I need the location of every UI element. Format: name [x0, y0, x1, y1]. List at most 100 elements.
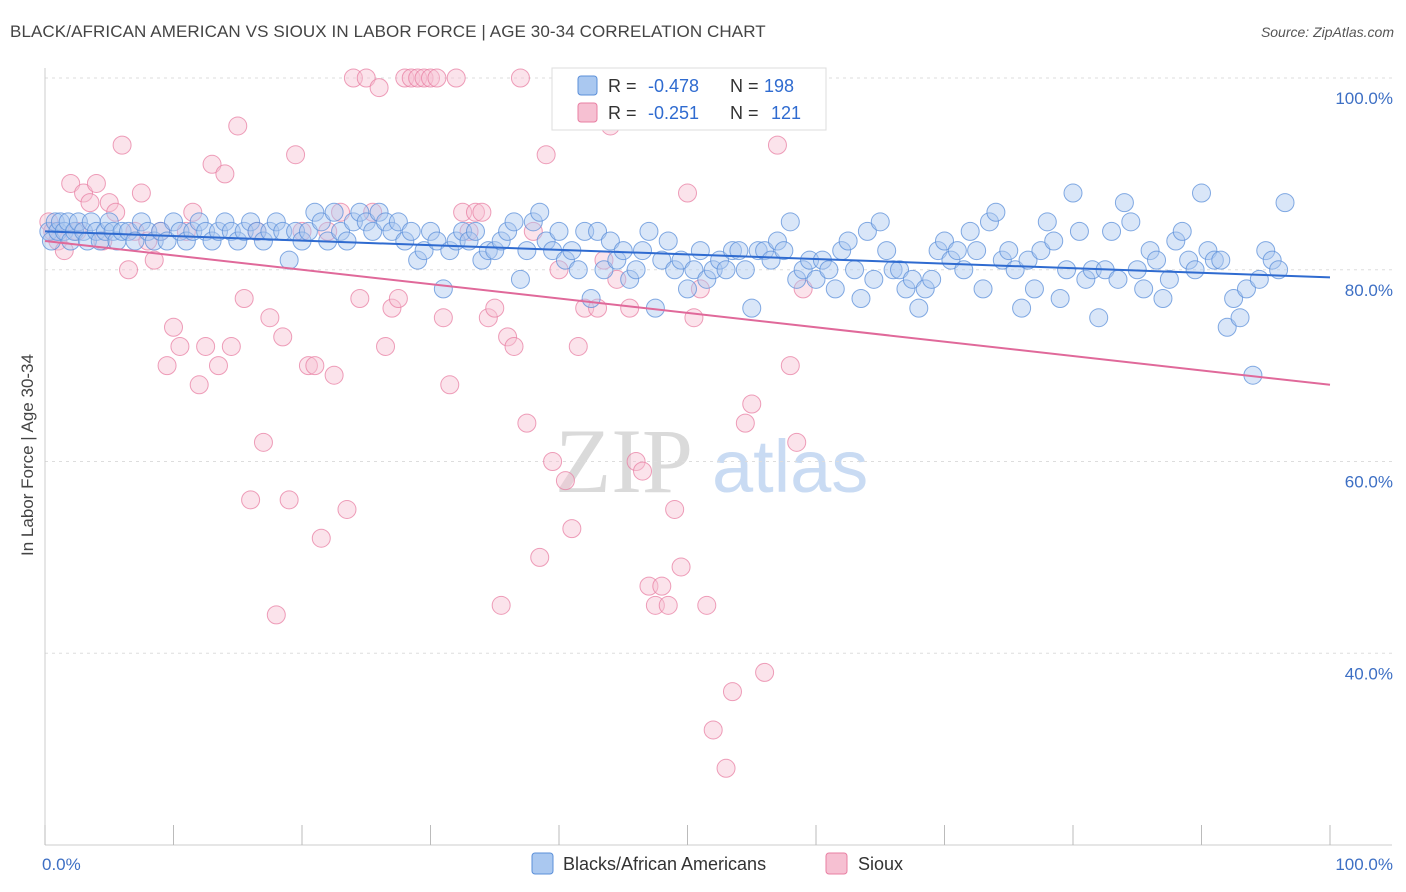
black-point	[1262, 250, 1282, 270]
sioux-point	[350, 289, 370, 309]
black-point	[465, 221, 485, 241]
black-point	[819, 260, 839, 280]
black-point	[58, 212, 78, 232]
sioux-point	[369, 78, 389, 98]
black-point	[363, 221, 383, 241]
sioux-point	[189, 375, 209, 395]
black-point	[311, 212, 331, 232]
sioux-point	[478, 308, 498, 328]
black-point	[1211, 250, 1231, 270]
black-point	[857, 221, 877, 241]
black-point	[922, 269, 942, 289]
black-points	[39, 183, 1295, 385]
chart-title: BLACK/AFRICAN AMERICAN VS SIOUX IN LABOR…	[10, 22, 766, 41]
stats-legend: R = -0.478 N = 198 R = -0.251 N = 121	[551, 67, 827, 131]
black-point	[742, 298, 762, 318]
sioux-point	[485, 298, 505, 318]
sioux-point	[472, 202, 492, 222]
black-point	[748, 241, 768, 261]
sioux-point	[376, 336, 396, 356]
black-point	[395, 231, 415, 251]
black-point	[960, 221, 980, 241]
black-point	[568, 260, 588, 280]
black-point	[729, 241, 749, 261]
black-point	[131, 212, 151, 232]
black-point	[555, 250, 575, 270]
legend-n-label-sioux: N =	[730, 103, 759, 123]
black-point	[633, 241, 653, 261]
black-point	[1153, 289, 1173, 309]
axes	[44, 68, 1392, 846]
sioux-point	[735, 413, 755, 433]
black-point	[90, 231, 110, 251]
black-point	[581, 289, 601, 309]
sioux-point	[780, 356, 800, 376]
black-point	[639, 221, 659, 241]
legend-r-label-sioux: R =	[608, 103, 637, 123]
sioux-point	[787, 432, 807, 452]
sioux-point	[652, 576, 672, 596]
black-point	[761, 250, 781, 270]
sioux-point	[337, 499, 357, 519]
black-point	[125, 231, 145, 251]
black-point	[588, 221, 608, 241]
black-point	[164, 212, 183, 232]
sioux-point	[183, 202, 203, 222]
trend-lines	[44, 230, 1331, 386]
legend-r-label-black: R =	[608, 76, 637, 96]
black-point	[1198, 241, 1218, 261]
black-point	[388, 212, 408, 232]
sioux-point	[555, 471, 575, 491]
black-point	[909, 298, 929, 318]
black-point	[504, 212, 524, 232]
x-tick-label: 0.0%	[42, 855, 81, 874]
source-label: Source: ZipAtlas.com	[1260, 24, 1394, 40]
sioux-point	[742, 394, 762, 414]
bottom-legend-black: Blacks/African Americans	[563, 854, 766, 874]
sioux-point	[54, 241, 74, 261]
black-point	[600, 231, 620, 251]
sioux-point	[504, 336, 524, 356]
black-point	[1249, 269, 1269, 289]
legend-r-sioux: -0.251	[648, 103, 699, 123]
black-point	[870, 212, 890, 232]
black-point	[1140, 241, 1160, 261]
black-point	[112, 221, 132, 241]
black-point	[1172, 221, 1192, 241]
sioux-point	[305, 356, 325, 376]
sioux-point	[633, 461, 653, 481]
stats-legend-box	[551, 67, 827, 131]
sioux-point	[568, 336, 588, 356]
y-tick-label: 100.0%	[1335, 89, 1393, 108]
black-point	[767, 231, 787, 251]
black-point	[1108, 269, 1128, 289]
black-point	[331, 221, 351, 241]
sioux-point	[286, 145, 306, 165]
black-point	[1012, 298, 1032, 318]
sioux-point	[144, 250, 164, 270]
black-point	[697, 269, 717, 289]
black-point	[401, 221, 421, 241]
black-point	[1063, 183, 1083, 203]
black-point	[877, 241, 897, 261]
black-point	[253, 231, 273, 251]
black-point	[350, 202, 370, 222]
black-point	[356, 212, 376, 232]
black-point	[928, 241, 948, 261]
black-point	[478, 241, 498, 261]
black-point	[517, 241, 537, 261]
sioux-point	[549, 260, 569, 280]
sioux-point	[703, 720, 723, 740]
black-point	[266, 212, 286, 232]
sioux-point	[626, 452, 646, 471]
sioux-point	[86, 173, 106, 193]
black-point	[845, 260, 865, 280]
sioux-point	[298, 356, 318, 376]
sioux-point	[157, 356, 177, 376]
black-point	[1275, 193, 1295, 213]
black-point	[883, 260, 903, 280]
black-point	[1147, 250, 1167, 270]
black-point	[99, 212, 119, 232]
black-point	[1069, 221, 1089, 241]
